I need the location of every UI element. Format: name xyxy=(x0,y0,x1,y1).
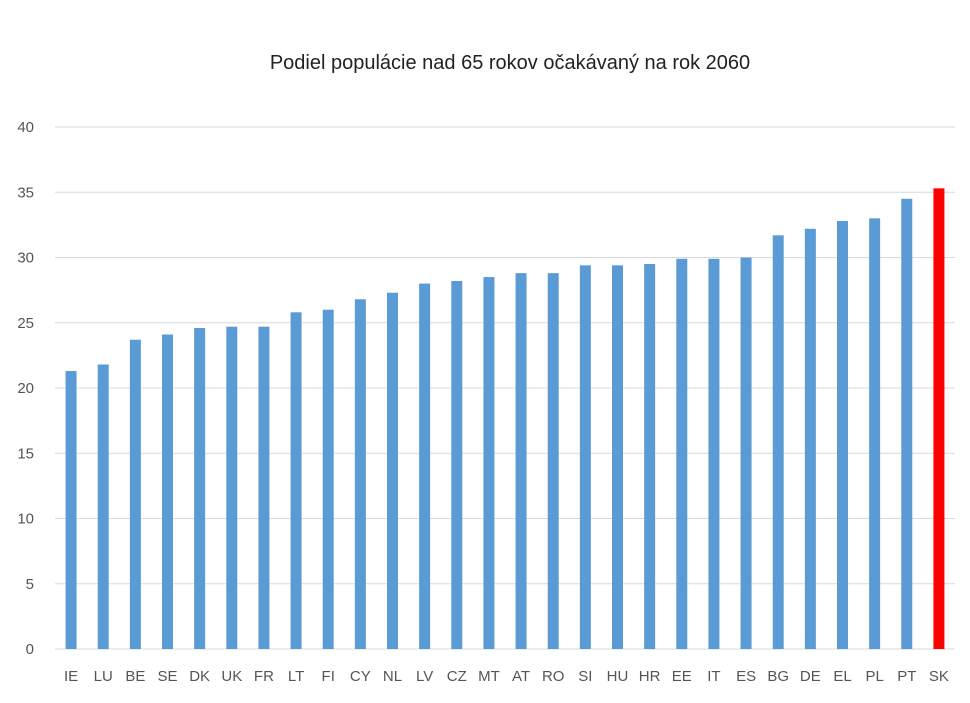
bar-uk xyxy=(226,326,238,649)
chart-title: Podiel populácie nad 65 rokov očakávaný … xyxy=(270,52,750,74)
bar-lu xyxy=(97,364,109,649)
x-axis-ticks: IE LU BE SE DK UK FR LT FI CY NL LV CZ MT AT RO SI HU HR EE… xyxy=(64,668,949,685)
bar-cy xyxy=(354,299,366,649)
bars xyxy=(65,188,945,650)
x-tick-label-de: DE xyxy=(800,668,821,685)
x-tick-label-lu: LU xyxy=(94,668,113,685)
x-tick-label-si: SI xyxy=(578,668,592,685)
y-axis-ticks: 0 5 10 15 20 25 30 35 40 xyxy=(17,119,34,658)
x-tick-label-at: AT xyxy=(512,668,530,685)
bar-el xyxy=(837,220,848,649)
x-tick-label-nl: NL xyxy=(383,668,402,685)
bar-de xyxy=(804,228,816,650)
x-tick-label-lt: LT xyxy=(288,668,304,685)
bar-it xyxy=(708,258,720,649)
y-tick-label: 35 xyxy=(17,184,34,201)
x-tick-label-ee: EE xyxy=(672,668,692,685)
bar-lt xyxy=(290,312,302,649)
x-tick-label-dk: DK xyxy=(189,668,210,685)
x-tick-label-mt: MT xyxy=(478,668,500,685)
x-tick-label-bg: BG xyxy=(767,668,789,685)
bar-fi xyxy=(322,309,334,649)
x-tick-label-cz: CZ xyxy=(447,668,467,685)
bar-pt xyxy=(901,198,913,649)
x-tick-label-el: EL xyxy=(833,668,851,685)
x-tick-label-ie: IE xyxy=(64,668,78,685)
bar-bg xyxy=(772,235,784,649)
y-tick-label: 25 xyxy=(17,315,34,332)
x-tick-label-hr: HR xyxy=(639,668,661,685)
bar-ro xyxy=(547,273,559,649)
x-tick-label-fi: FI xyxy=(322,668,335,685)
bar-hr xyxy=(644,264,656,649)
x-tick-label-lv: LV xyxy=(416,668,433,685)
x-tick-label-se: SE xyxy=(157,668,177,685)
y-tick-label: 10 xyxy=(17,511,34,528)
x-tick-label-cy: CY xyxy=(350,668,371,685)
x-tick-label-it: IT xyxy=(707,668,720,685)
x-tick-label-ro: RO xyxy=(542,668,565,685)
x-tick-label-sk: SK xyxy=(929,668,949,685)
y-tick-label: 30 xyxy=(17,250,34,267)
bar-at xyxy=(515,273,527,649)
bar-ie xyxy=(65,371,77,649)
y-tick-label: 0 xyxy=(26,641,34,658)
bar-hu xyxy=(612,265,623,649)
x-tick-label-es: ES xyxy=(736,668,756,685)
bar-nl xyxy=(387,292,398,649)
bar-dk xyxy=(194,327,206,649)
y-tick-label: 5 xyxy=(26,576,34,593)
gridlines xyxy=(55,126,955,650)
bar-ee xyxy=(676,258,688,649)
y-tick-label: 15 xyxy=(17,445,34,462)
bar-sk xyxy=(933,188,945,649)
bar-se xyxy=(162,334,173,649)
x-tick-label-uk: UK xyxy=(221,668,242,685)
y-tick-label: 20 xyxy=(17,380,34,397)
bar-fr xyxy=(258,326,270,649)
y-tick-label: 40 xyxy=(17,119,34,136)
x-tick-label-hu: HU xyxy=(607,668,629,685)
x-tick-label-pt: PT xyxy=(897,668,916,685)
x-tick-label-pl: PL xyxy=(865,668,883,685)
x-tick-label-be: BE xyxy=(125,668,145,685)
bar-es xyxy=(740,257,752,649)
x-tick-label-fr: FR xyxy=(254,668,274,685)
bar-mt xyxy=(483,277,495,649)
bar-lv xyxy=(419,283,431,649)
bar-si xyxy=(579,265,591,649)
bar-pl xyxy=(869,218,881,649)
bar-cz xyxy=(451,280,463,649)
bar-be xyxy=(129,339,141,649)
